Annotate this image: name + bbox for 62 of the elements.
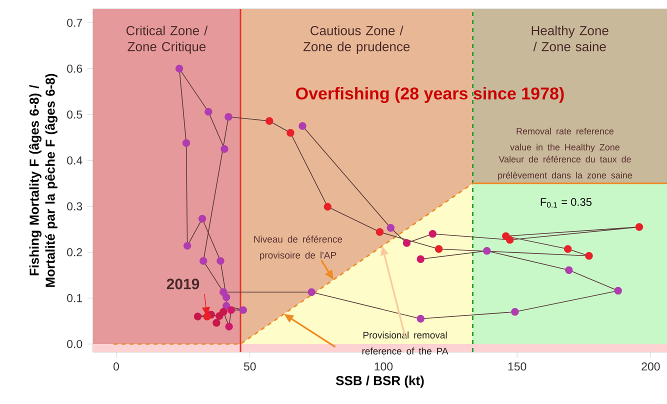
y-tick-label: 0.0 <box>67 340 82 348</box>
point <box>203 312 211 320</box>
point <box>200 257 208 265</box>
annotation: Removal rate reference value in the Healthy Zone <box>510 128 620 152</box>
annotation: Provisional removal reference of the PA <box>362 332 448 354</box>
x-tick-label: 150 <box>508 362 526 371</box>
annotation: Valeur de référence du taux de prélèvement dans la zone saine <box>498 156 632 180</box>
annotation: Overfishing (28 years since 1978) <box>296 87 564 103</box>
point <box>183 242 192 250</box>
point <box>428 230 437 238</box>
point <box>227 306 236 314</box>
point <box>175 64 184 73</box>
point <box>386 224 395 232</box>
annotation: Niveau de référence provisoire de l'AP <box>254 236 342 260</box>
point <box>585 252 593 260</box>
point <box>564 245 572 253</box>
y-tick-label: 0.3 <box>67 202 82 210</box>
point <box>511 308 519 316</box>
y-tick-label: 0.6 <box>67 64 82 73</box>
point <box>416 255 424 263</box>
y-tick-label: 0.1 <box>67 294 82 302</box>
annotation: 2019 <box>166 278 200 290</box>
point <box>434 245 443 253</box>
y-tick-label: 0.5 <box>67 110 82 119</box>
band-label: Critical Zone / Zone Critique <box>126 26 208 54</box>
point <box>222 293 230 302</box>
annotation: F$_{0.1}$ = 0.35 <box>540 198 592 208</box>
point <box>182 139 190 147</box>
point <box>239 306 248 314</box>
band-label: Healthy Zone / Zone saine <box>532 26 608 52</box>
point <box>614 286 622 295</box>
point <box>204 108 212 116</box>
point <box>194 312 202 320</box>
point <box>216 312 224 320</box>
point <box>376 228 384 236</box>
point <box>483 246 491 255</box>
y-tick-label: 0.7 <box>67 18 82 27</box>
point <box>212 319 220 327</box>
band-label: Cautious Zone / Zone de prudence <box>303 26 410 54</box>
x-tick-label: 100 <box>374 362 393 371</box>
x-tick-label: 200 <box>642 362 660 371</box>
point <box>324 202 332 211</box>
x-tick-label: 0 <box>113 362 119 371</box>
point <box>225 322 233 330</box>
point <box>220 145 228 153</box>
x-tick-label: 50 <box>244 362 256 371</box>
point <box>308 288 316 296</box>
point <box>402 239 411 247</box>
x-axis-title: SSB / BSR (kt) <box>336 376 424 388</box>
point <box>216 257 224 265</box>
point <box>502 232 510 240</box>
y-axis-title: Fishing Mortality F (âges 6-8) / Mortalité par la pêche F (âges 6-8) <box>29 74 58 287</box>
point <box>286 129 294 137</box>
point <box>198 214 206 223</box>
point <box>565 266 573 274</box>
y-tick-label: 0.2 <box>67 248 82 256</box>
point <box>224 112 232 121</box>
point <box>266 117 274 125</box>
point <box>635 223 644 231</box>
y-tick-label: 0.4 <box>67 156 82 165</box>
point <box>298 122 306 130</box>
point <box>416 314 424 323</box>
